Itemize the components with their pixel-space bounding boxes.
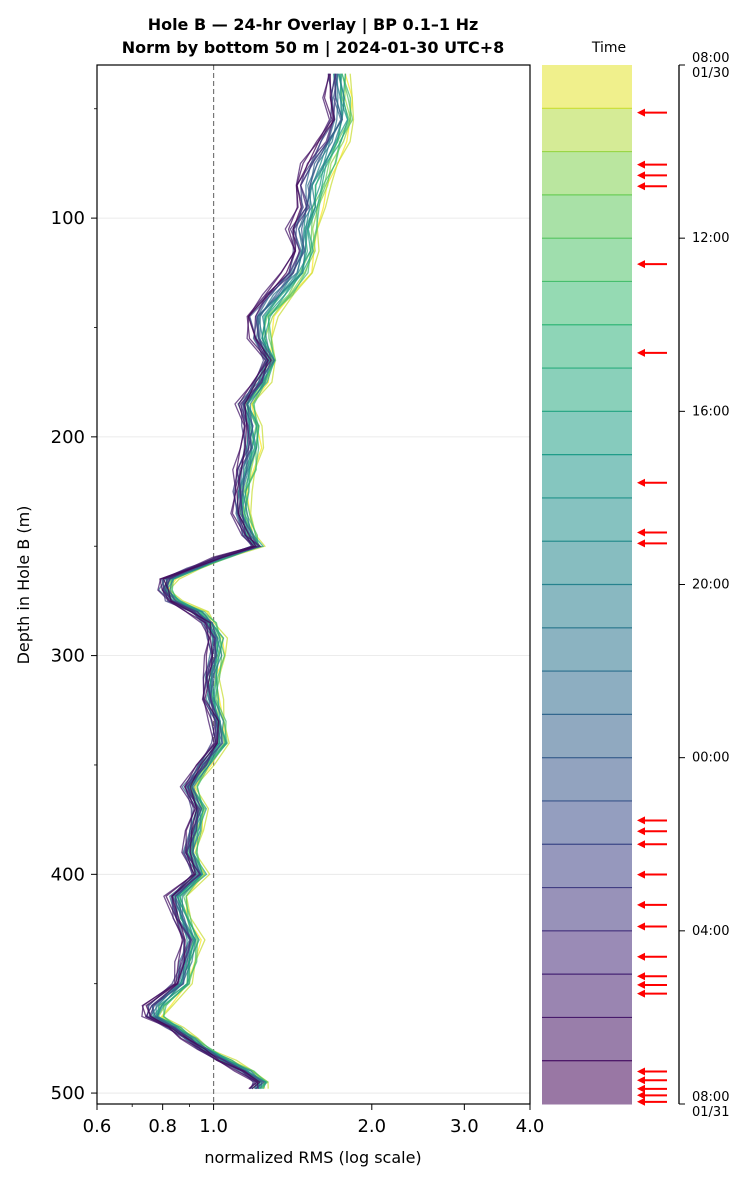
time-tick-label: 20:00 [692,578,729,593]
colorbar-band [542,151,632,196]
event-arrow-head [637,348,645,357]
colorbar-band [542,930,632,975]
colorbar-band [542,411,632,456]
time-tick-label: 00:00 [692,751,729,766]
y-tick-label: 200 [51,427,85,448]
colorbar-band [542,65,632,109]
colorbar-band [542,627,632,672]
event-arrow-head [637,160,645,169]
depth-profile-line [156,73,349,1089]
event-arrow-head [637,952,645,961]
colorbar-band [542,844,632,889]
event-arrow-head [637,922,645,931]
colorbar-band [542,454,632,499]
time-tick-label: 08:00 01/30 [692,51,729,81]
colorbar-band [542,800,632,845]
event-arrow-head [637,539,645,548]
plot-grid [97,217,530,1094]
colorbar-band [542,887,632,932]
depth-profile-line [145,73,335,1090]
colorbar-band [542,757,632,802]
colorbar-band [542,368,632,412]
colorbar-band [542,497,632,542]
x-axis-label: normalized RMS (log scale) [204,1148,421,1167]
depth-profile-line [161,73,355,1089]
event-arrow-head [637,1076,645,1085]
plot-frame [96,64,531,1105]
depth-profiles [141,73,355,1090]
event-arrow-head [637,816,645,825]
colorbar-band [542,541,632,585]
colorbar-band [542,108,632,153]
event-arrow-head [637,260,645,269]
event-arrow-head [637,1084,645,1093]
time-tick-label: 16:00 [692,404,729,419]
event-arrow-head [637,1067,645,1076]
x-tick-label: 4.0 [516,1116,545,1137]
y-axis: 100 200 300 400 500 [51,108,97,1104]
y-tick-label: 100 [51,208,85,229]
event-arrow-head [637,1097,645,1106]
depth-profile-line [141,73,333,1090]
event-arrow-head [637,528,645,537]
event-arrow-head [637,171,645,180]
event-arrow-head [637,1091,645,1100]
x-tick-label: 0.6 [83,1116,112,1137]
time-tick-label: 12:00 [692,231,729,246]
event-arrow-head [637,972,645,981]
event-arrow-head [637,980,645,989]
colorbar-band [542,238,632,282]
colorbar-band [542,714,632,759]
chart-title-line2: Norm by bottom 50 m | 2024-01-30 UTC+8 [122,38,505,58]
time-colorbar [542,65,632,1105]
event-arrow-head [637,827,645,836]
event-arrow-head [637,900,645,909]
colorbar-band [542,1017,632,1062]
time-label: Time [591,40,626,56]
colorbar-band [542,1060,632,1105]
colorbar-band [542,584,632,629]
event-arrows [637,108,667,1106]
x-axis: 0.6 0.8 1.0 2.0 3.0 4.0 [83,1104,545,1137]
y-tick-label: 500 [51,1083,85,1104]
x-tick-label: 1.0 [199,1116,228,1137]
event-arrow-head [637,478,645,487]
colorbar-band [542,194,632,239]
colorbar-band [542,671,632,715]
y-tick-label: 300 [51,646,85,667]
time-axis: 08:00 01/30 12:00 16:00 20:00 00:00 04:00 08:00… [678,51,729,1120]
chart-title-line1: Hole B — 24-hr Overlay | BP 0.1–1 Hz [148,15,479,35]
event-arrow-head [637,989,645,998]
colorbar-band [542,281,632,326]
time-tick-label: 08:00 01/31 [692,1090,729,1120]
time-tick-label: 04:00 [692,924,729,939]
colorbar-band [542,324,632,369]
event-arrow-head [637,840,645,849]
x-tick-label: 0.8 [148,1116,177,1137]
x-tick-label: 3.0 [450,1116,479,1137]
event-arrow-head [637,182,645,191]
colorbar-band [542,974,632,1018]
y-tick-label: 400 [51,864,85,885]
y-axis-label: Depth in Hole B (m) [14,506,33,665]
x-tick-label: 2.0 [357,1116,386,1137]
event-arrow-head [637,108,645,117]
event-arrow-head [637,870,645,879]
